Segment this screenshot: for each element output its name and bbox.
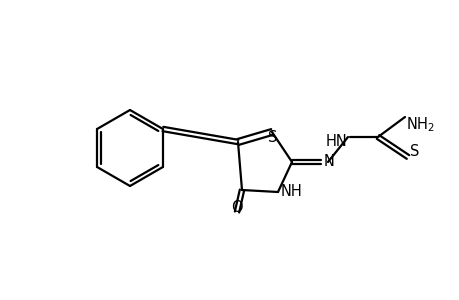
Text: N: N xyxy=(323,154,334,169)
Text: S: S xyxy=(268,130,277,145)
Text: S: S xyxy=(409,144,419,159)
Text: NH: NH xyxy=(280,184,302,199)
Text: HN: HN xyxy=(325,134,346,149)
Text: NH$_2$: NH$_2$ xyxy=(405,115,434,134)
Text: O: O xyxy=(231,200,242,215)
